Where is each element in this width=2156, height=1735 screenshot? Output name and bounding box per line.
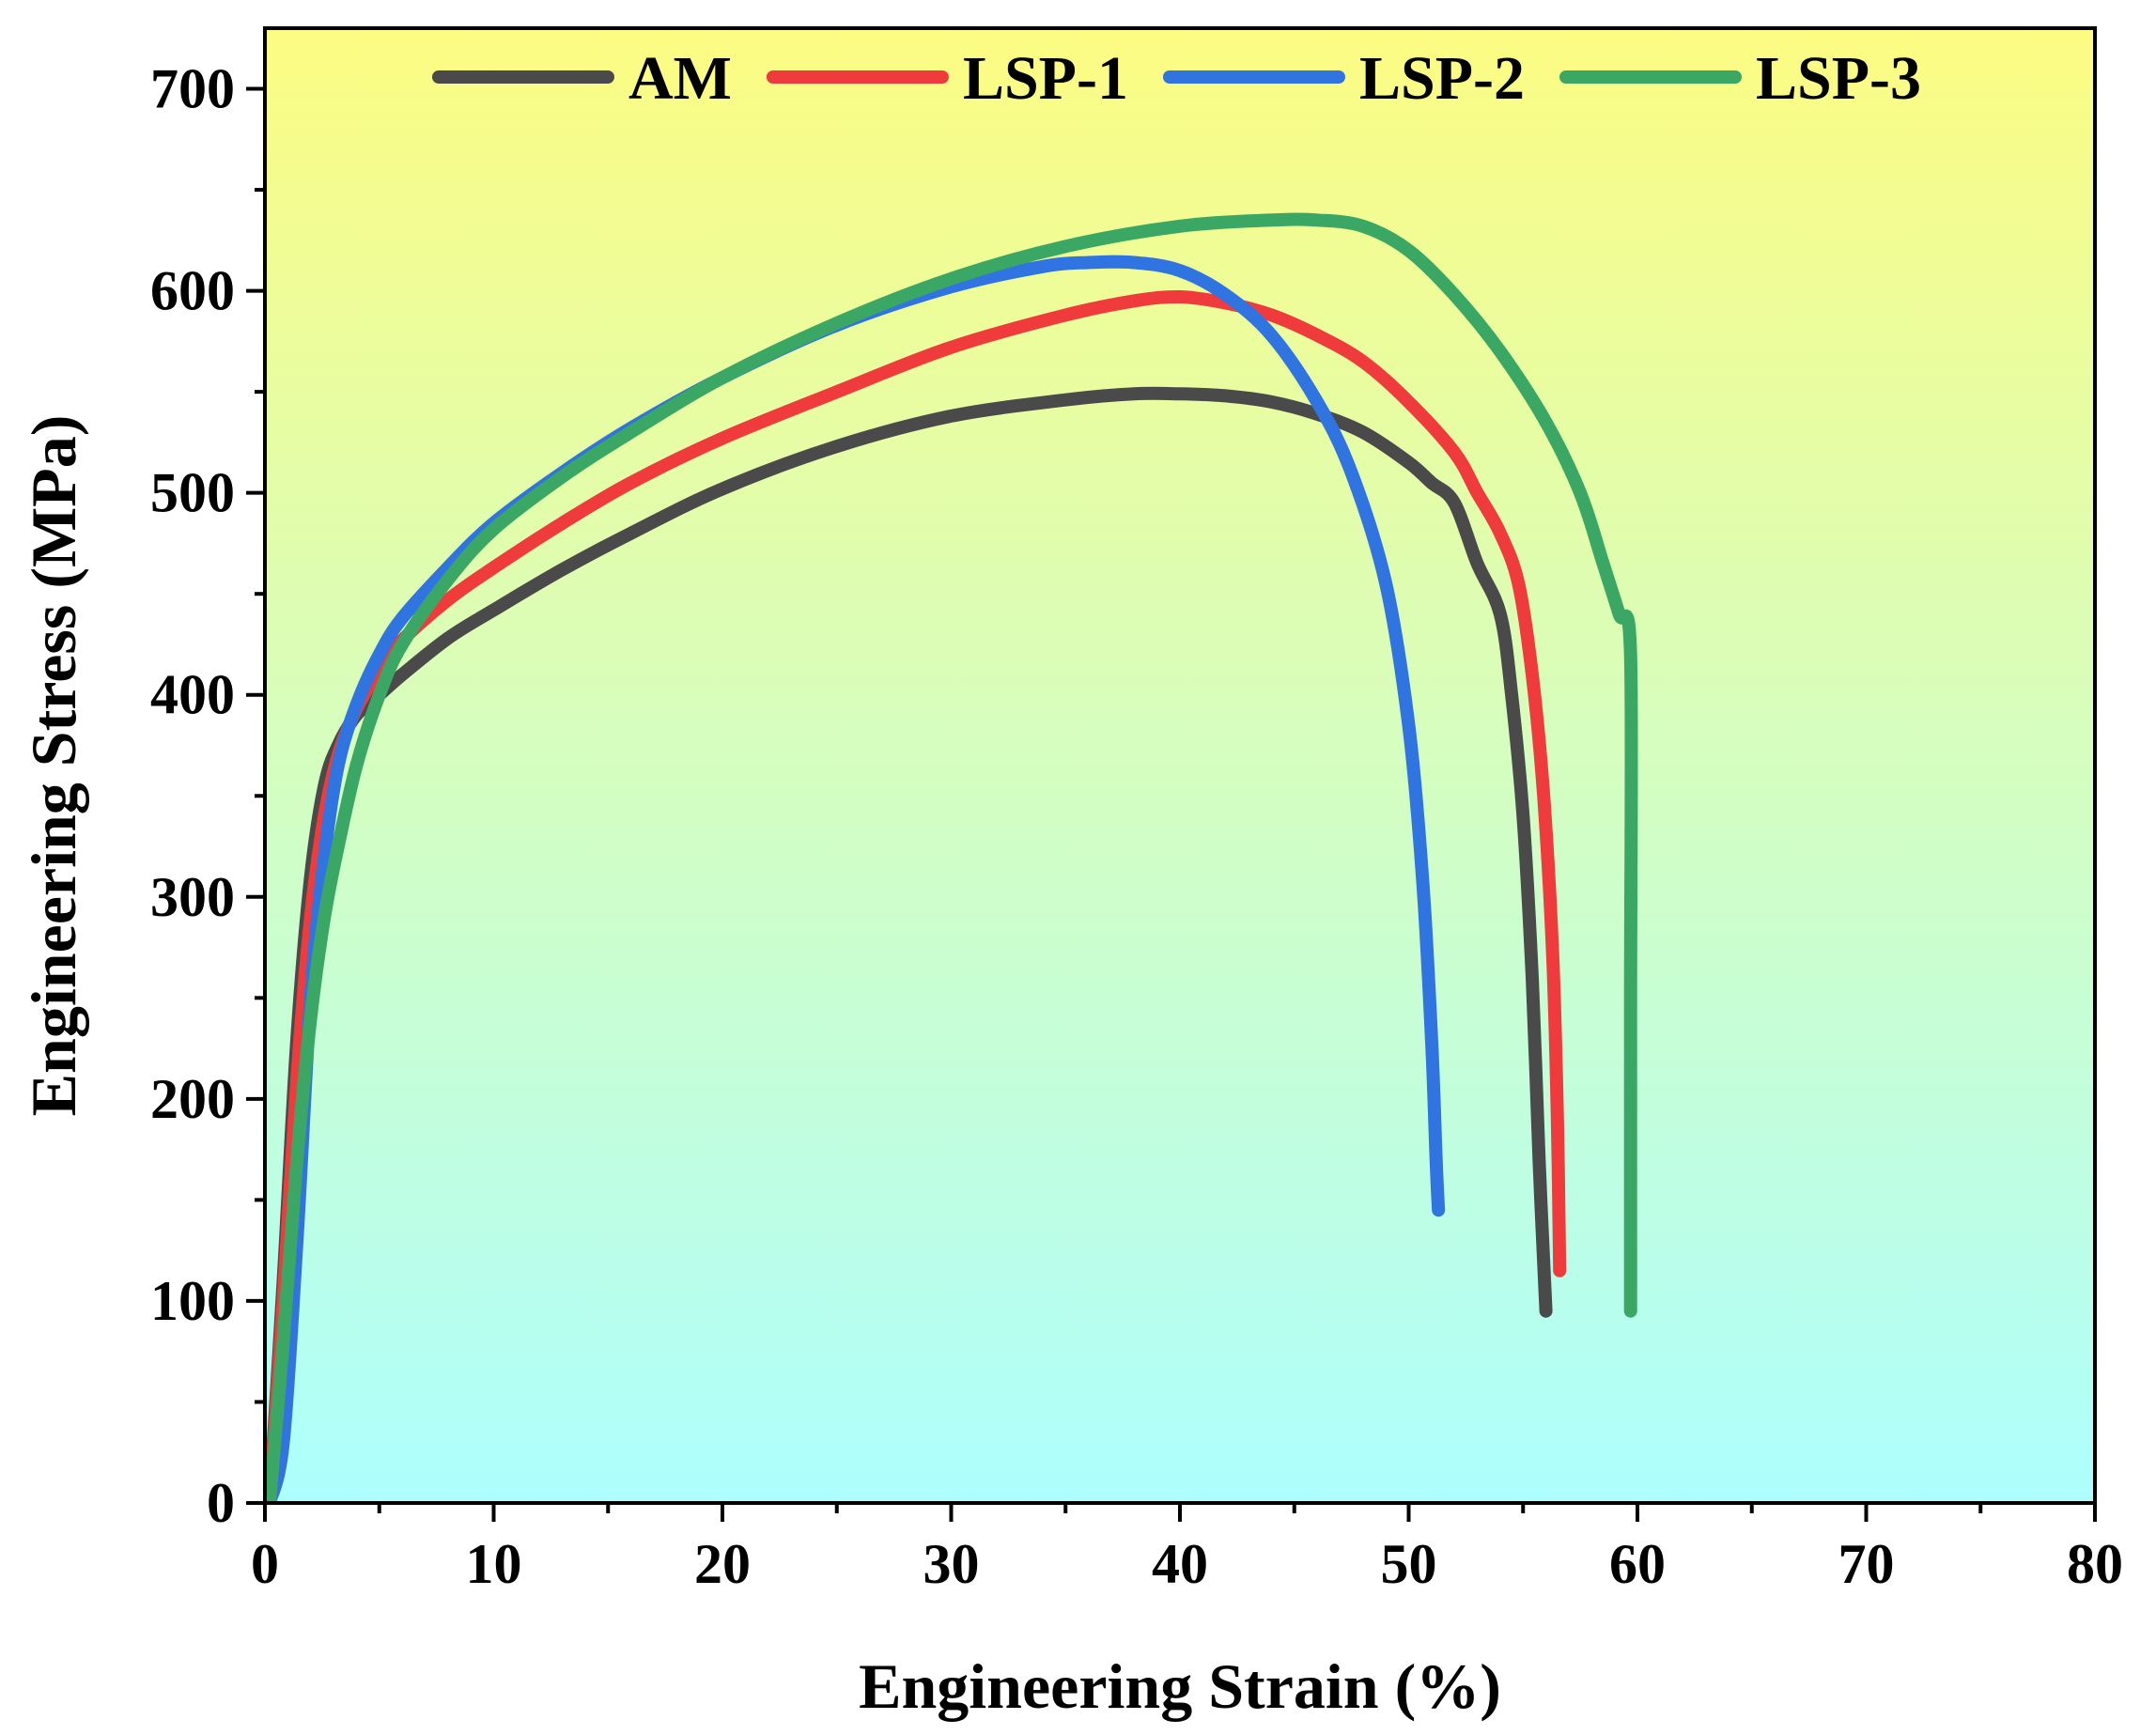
x-tick-label: 60 (1609, 1533, 1666, 1595)
x-tick-label: 20 (694, 1533, 751, 1595)
y-tick-label: 100 (150, 1270, 235, 1332)
x-tick-label: 40 (1152, 1533, 1208, 1595)
x-tick-label: 10 (466, 1533, 522, 1595)
series-layer (265, 212, 1638, 1503)
x-tick-label: 50 (1381, 1533, 1437, 1595)
y-axis-title: Engineering Stress (MPa) (18, 415, 89, 1117)
legend-label-lsp-1: LSP-1 (963, 44, 1128, 113)
legend-label-lsp-2: LSP-2 (1359, 44, 1525, 113)
y-tick-label: 700 (150, 58, 235, 120)
legend: AM LSP-1 LSP-2 LSP-3 (431, 44, 1921, 113)
y-tick-label: 200 (150, 1068, 235, 1130)
y-axis: 0 100 200 300 400 500 600 700 (150, 58, 265, 1534)
y-tick-label: 300 (150, 866, 235, 928)
y-tick-label: 500 (150, 462, 235, 524)
y-tick-label: 0 (207, 1472, 235, 1534)
series-line-lsp-3 (265, 212, 1638, 1503)
x-axis-title: Engineering Strain (%) (859, 1650, 1501, 1722)
x-tick-label: 80 (2067, 1533, 2123, 1595)
legend-label-lsp-3: LSP-3 (1756, 44, 1921, 113)
legend-label-am: AM (628, 44, 732, 113)
y-tick-label: 400 (150, 664, 235, 726)
x-tick-label: 30 (923, 1533, 980, 1595)
x-tick-label: 70 (1838, 1533, 1895, 1595)
y-tick-label: 600 (150, 260, 235, 322)
x-tick-label: 0 (251, 1533, 279, 1595)
x-axis: 0 10 20 30 40 50 60 70 80 (251, 1503, 2123, 1595)
plot-area (265, 28, 2095, 1503)
